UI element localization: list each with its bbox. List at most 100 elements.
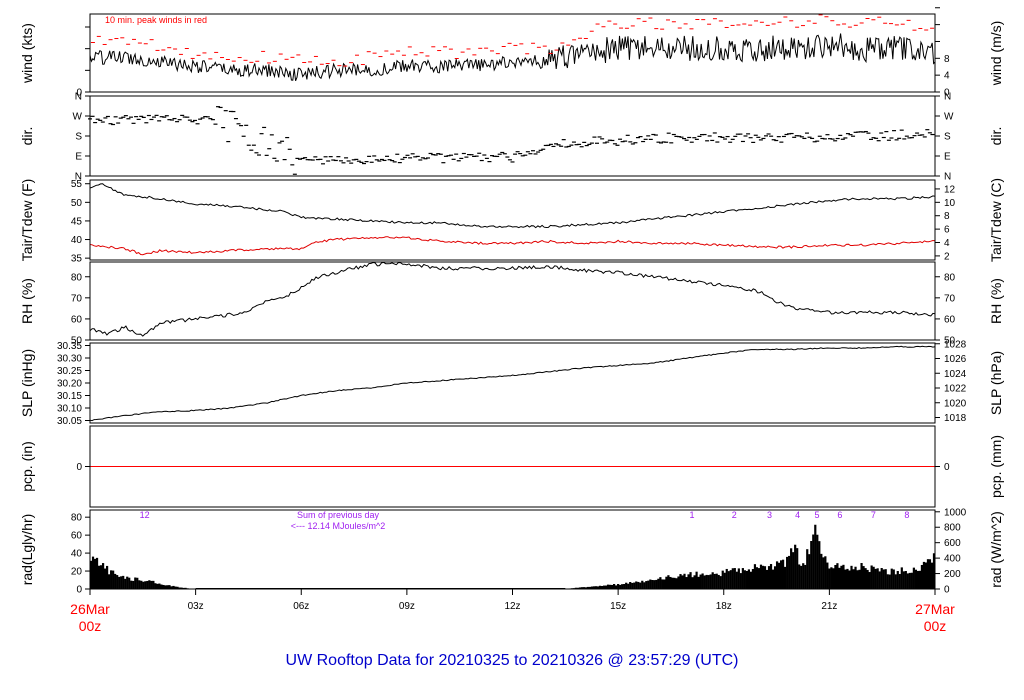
temp-ylabel-right: Tair/Tdew (C) [988,178,1004,262]
time-tick-label: 18z [716,601,732,612]
temp-right-tick-label: 4 [944,238,950,249]
time-tick-label: 15z [610,601,626,612]
radiation-sum-value: <--- 12.14 MJoules/m^2 [291,521,386,531]
wind-left-tick-label: 0 [76,88,82,99]
temp-ylabel-left: Tair/Tdew (F) [19,179,35,261]
rad-right-tick-label: 200 [944,569,961,580]
slp-left-tick-label: 30.15 [57,391,82,402]
solar-hour-mark: 4 [795,510,800,520]
start-date-label: 26Mar [70,601,110,617]
figure-title: UW Rooftop Data for 20210325 to 20210326… [286,652,739,669]
slp-line [89,345,936,422]
temp-right-tick-label: 2 [944,251,950,262]
solar-hour-mark: 5 [815,510,820,520]
rad-right-tick-label: 600 [944,538,961,549]
temp-frame [89,179,936,261]
temp-left-tick-label: 40 [71,235,83,246]
slp-ylabel-right: SLP (hPa) [988,351,1004,415]
slp-left-tick-label: 30.10 [57,404,82,415]
rad-ylabel-left: rad(Lgly/hr) [19,514,35,586]
rh-ylabel-right: RH (%) [988,278,1004,324]
wind-panel: wind (kts) wind (m/s) 0 0 4 8 10 min. peak win… [19,7,1004,99]
rad-right-tick-label: 0 [944,585,950,596]
rh-left-tick-label: 80 [71,272,83,283]
rad-left-tick-label: 40 [71,549,83,560]
slp-left-tick-label: 30.25 [57,366,82,377]
end-date-label: 27Mar [915,601,955,617]
rh-ylabel-left: RH (%) [19,278,35,324]
end-hour-label: 00z [924,618,947,634]
rad-right-tick-label: 800 [944,523,961,534]
dir-frame [89,95,936,177]
wind-right-tick-label: 8 [944,54,950,65]
slp-ylabel-left: SLP (inHg) [19,349,35,417]
time-tick-label: 06z [293,601,309,612]
time-tick-label: 09z [399,601,415,612]
solar-hour-mark: 8 [904,510,909,520]
slp-left-tick-label: 30.35 [57,341,82,352]
temp-left-tick-label: 55 [71,179,83,190]
dewpoint-line [89,236,936,256]
slp-right-tick-label: 1022 [944,384,967,395]
temp-data-group [89,183,936,256]
dir-right-tick-label: N [944,172,951,183]
rad-left-tick-label: 0 [76,585,82,596]
time-tick-label: 03z [188,601,204,612]
wind-data-group [89,14,936,81]
pcp-frame [89,425,936,508]
temp-right-tick-label: 10 [944,198,956,209]
dir-ylabel-right: dir. [988,127,1004,146]
dir-data-group [88,106,935,175]
rh-right-tick-label: 50 [944,336,956,347]
temp-left-tick-label: 50 [71,198,83,209]
temp-right-tick-label: 8 [944,211,950,222]
pcp-ylabel-left: pcp. (in) [19,441,35,492]
solar-hour-mark: 12 [140,510,150,520]
slp-right-tick-label: 1028 [944,339,967,350]
dir-ylabel-left: dir. [19,127,35,146]
panels-group: wind (kts) wind (m/s) 0 0 4 8 10 min. peak win… [19,7,1004,596]
dir-right-tick-label: E [944,152,951,163]
rh-right-tick-label: 80 [944,272,956,283]
slp-left-tick-label: 30.05 [57,416,82,427]
time-tick-label: 21z [821,601,837,612]
time-tick-label: 12z [504,601,520,612]
rh-right-tick-label: 70 [944,293,956,304]
rh-left-tick-label: 60 [71,314,83,325]
temp-right-tick-label: 12 [944,184,956,195]
rh-frame [89,261,936,341]
pcp-left-tick-label: 0 [76,462,82,473]
dir-left-tick-label: E [75,152,82,163]
rad-left-tick-label: 20 [71,567,83,578]
rad-panel: rad(Lgly/hr) rad (W/m^2)02040608002004006… [19,507,1004,595]
solar-hour-mark: 1 [690,510,695,520]
rad-right-tick-label: 400 [944,554,961,565]
peak-wind-note: 10 min. peak winds in red [105,15,207,25]
pcp-right-tick-label: 0 [944,462,950,473]
rad-ylabel-right: rad (W/m^2) [988,511,1004,588]
solar-hour-mark: 3 [767,510,772,520]
rh-data-group [89,261,936,337]
slp-frame [89,342,936,424]
rh-right-tick-label: 60 [944,314,956,325]
rad-left-tick-label: 60 [71,531,83,542]
dir-right-tick-label: W [944,112,954,123]
slp-right-tick-label: 1024 [944,369,967,380]
slp-data-group [89,345,936,422]
dir-left-tick-label: N [75,92,82,103]
slp-left-tick-label: 30.30 [57,354,82,365]
temp-panel: Tair/Tdew (F) Tair/Tdew (C) 35 40 45 50 55 2 4 6 8… [19,178,1004,265]
rad-left-tick-label: 80 [71,513,83,524]
dir-left-tick-label: S [75,132,82,143]
wind-speed-line [89,33,936,81]
temp-left-tick-label: 45 [71,216,83,227]
rad-right-tick-label: 1000 [944,507,967,518]
radiation-sum-label: Sum of previous day [297,510,380,520]
solar-hour-mark: 2 [732,510,737,520]
rh-left-tick-label: 50 [71,336,83,347]
slp-right-tick-label: 1018 [944,413,967,424]
rh-line [89,261,936,337]
